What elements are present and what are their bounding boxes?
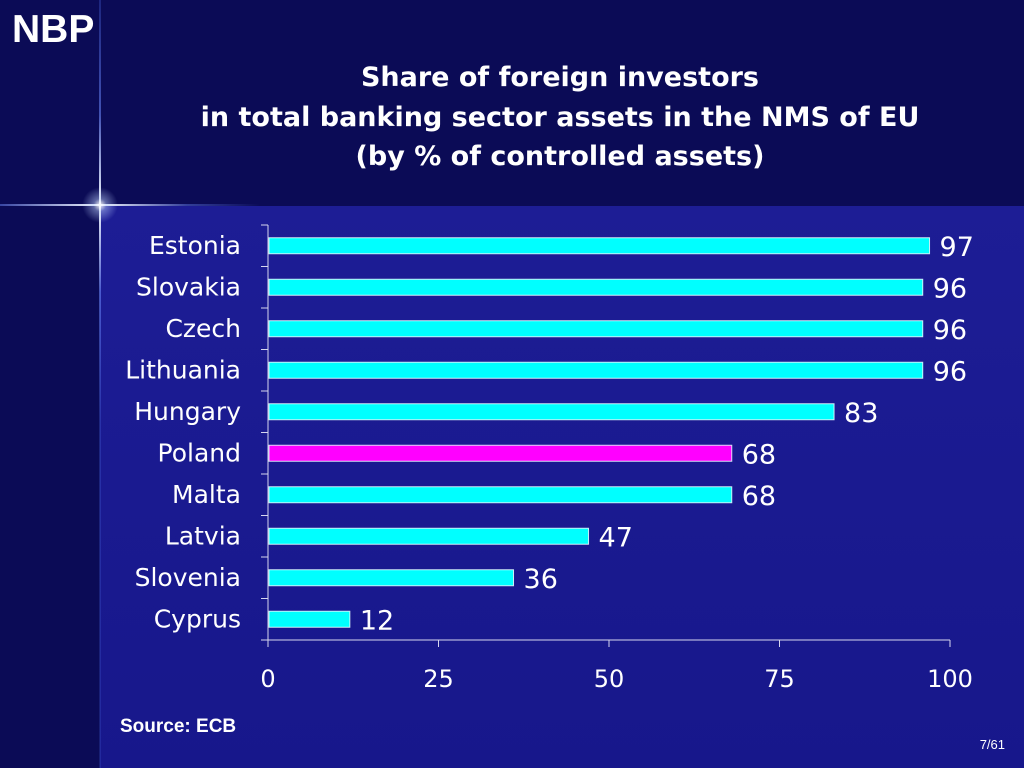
bar-lithuania — [268, 361, 924, 379]
bar-hungary — [268, 403, 835, 421]
page-number: 7/61 — [979, 737, 1005, 752]
bar-malta — [268, 486, 733, 504]
value-label-latvia: 47 — [599, 522, 633, 553]
labels: 0 25 50 75 100 Estonia 97 Slovakia 96 Czech 96 Lith… — [125, 231, 974, 693]
source-note: Source: ECB — [120, 716, 237, 737]
category-label-lithuania: Lithuania — [125, 355, 241, 384]
category-label-estonia: Estonia — [149, 231, 241, 260]
page-title-line-3: (by % of controlled assets) — [355, 141, 765, 172]
category-label-hungary: Hungary — [134, 397, 241, 426]
value-label-poland: 68 — [742, 439, 776, 470]
x-tick-label: 75 — [764, 665, 795, 693]
value-label-lithuania: 96 — [933, 356, 967, 387]
page-title-line-1: Share of foreign investors — [360, 62, 760, 93]
category-label-malta: Malta — [172, 480, 241, 509]
category-label-slovenia: Slovenia — [135, 563, 241, 592]
bars — [268, 237, 931, 628]
value-label-malta: 68 — [742, 481, 776, 512]
category-label-slovakia: Slovakia — [136, 272, 241, 301]
nbp-logo: NBP — [12, 8, 95, 51]
bar-slovakia — [268, 278, 924, 296]
accent-vertical-line — [99, 0, 101, 768]
bar-czech — [268, 320, 924, 338]
x-tick-label: 25 — [423, 665, 454, 693]
accent-horizontal-line — [0, 204, 260, 206]
x-tick-label: 100 — [927, 665, 973, 693]
category-label-latvia: Latvia — [165, 521, 241, 550]
x-tick-label: 0 — [260, 665, 275, 693]
accent-cross-glow — [82, 187, 118, 223]
bar-slovenia — [268, 569, 515, 587]
value-label-cyprus: 12 — [360, 605, 394, 636]
bar-latvia — [268, 527, 590, 545]
bar-poland — [268, 444, 733, 462]
value-label-slovenia: 36 — [524, 564, 558, 595]
axes — [261, 224, 951, 647]
value-label-czech: 96 — [933, 315, 967, 346]
value-label-hungary: 83 — [844, 398, 878, 429]
bar-estonia — [268, 237, 931, 255]
page-title-line-2: in total banking sector assets in the NM… — [200, 102, 920, 133]
category-label-czech: Czech — [165, 314, 241, 343]
category-label-poland: Poland — [158, 438, 241, 467]
value-label-slovakia: 96 — [933, 273, 967, 304]
category-label-cyprus: Cyprus — [154, 604, 241, 633]
x-tick-label: 50 — [594, 665, 625, 693]
bar-cyprus — [268, 610, 351, 628]
value-label-estonia: 97 — [940, 232, 974, 263]
